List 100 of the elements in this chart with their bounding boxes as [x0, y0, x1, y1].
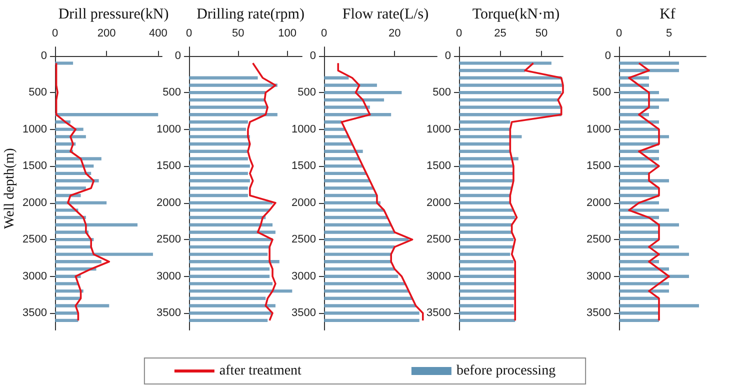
- bar: [189, 179, 250, 182]
- bar: [619, 304, 699, 308]
- bar: [619, 62, 679, 65]
- bar: [459, 201, 510, 204]
- y-tick-label: 1500: [156, 160, 181, 172]
- chart-title: Drilling rate(rpm): [196, 6, 304, 22]
- bar: [189, 164, 250, 168]
- bar: [459, 245, 514, 249]
- bar: [189, 135, 250, 138]
- bar: [459, 194, 510, 198]
- bar: [55, 230, 89, 234]
- bar: [324, 260, 392, 264]
- bar: [619, 274, 689, 278]
- bar: [459, 164, 514, 168]
- y-tick-label: 2500: [426, 234, 451, 246]
- bar: [459, 223, 512, 226]
- bar: [619, 318, 659, 322]
- y-tick-label: 1000: [292, 123, 316, 136]
- bar: [459, 304, 514, 308]
- bar: [459, 252, 510, 256]
- bar: [189, 150, 248, 153]
- bar: [55, 311, 78, 315]
- y-tick-label: 3500: [156, 307, 181, 320]
- bar: [189, 245, 270, 249]
- bar: [619, 311, 659, 315]
- x-tick-label: 0: [320, 28, 328, 40]
- bar: [189, 289, 292, 293]
- bar: [459, 98, 558, 102]
- x-tick-label: 100: [278, 28, 296, 40]
- legend-label: after treatment: [219, 364, 302, 378]
- bar: [55, 179, 99, 182]
- y-tick-label: 0: [604, 50, 611, 62]
- bar: [189, 120, 248, 124]
- bar: [189, 76, 258, 80]
- y-tick-label: 3500: [426, 307, 451, 320]
- bar: [459, 216, 516, 220]
- bar: [189, 230, 276, 234]
- bar: [459, 230, 512, 234]
- y-tick-label: 3000: [292, 270, 316, 282]
- bar: [189, 128, 246, 131]
- bar: [459, 142, 510, 146]
- bar: [619, 98, 669, 102]
- bar: [324, 164, 363, 168]
- bar: [189, 172, 248, 176]
- y-tick-label: 3500: [292, 307, 316, 320]
- bar: [55, 260, 102, 264]
- bar: [189, 223, 273, 226]
- bar: [189, 282, 273, 286]
- bar: [619, 252, 689, 256]
- bar: [619, 296, 659, 300]
- bar: [324, 201, 380, 204]
- y-tick-label: 500: [28, 86, 47, 99]
- bar: [324, 172, 366, 176]
- bar: [619, 208, 669, 212]
- bar: [189, 238, 273, 242]
- bar: [324, 267, 395, 271]
- bar: [459, 68, 526, 72]
- bar: [189, 304, 276, 308]
- bar: [459, 172, 514, 176]
- bar: [459, 128, 510, 131]
- bar: [459, 318, 516, 322]
- y-tick-label: 2500: [586, 234, 611, 246]
- x-tick-label: 400: [148, 28, 168, 40]
- y-tick-label: 2500: [156, 234, 181, 246]
- bar: [619, 238, 659, 242]
- bar: [324, 289, 409, 293]
- x-tick-label: 0: [52, 28, 58, 40]
- bar: [324, 157, 360, 160]
- y-tick-label: 2000: [22, 196, 47, 209]
- bar: [189, 157, 248, 160]
- x-tick-label: 50: [535, 28, 548, 40]
- x-tick-label: 50: [232, 28, 244, 40]
- bar: [459, 120, 510, 124]
- x-tick-label: 200: [97, 28, 116, 40]
- y-tick-label: 3000: [586, 270, 611, 282]
- bar: [189, 194, 248, 198]
- y-tick-label: 500: [298, 86, 316, 99]
- bar: [55, 62, 74, 65]
- bar: [189, 296, 266, 300]
- bar: [55, 113, 158, 116]
- bar: [55, 245, 92, 249]
- bar: [324, 76, 349, 80]
- y-tick-label: 3000: [22, 270, 47, 282]
- bar: [189, 274, 270, 278]
- bar: [324, 194, 377, 198]
- bar: [189, 252, 268, 256]
- bar: [324, 106, 370, 109]
- chart-title: Flow rate(L/s): [342, 6, 429, 22]
- bar: [459, 238, 514, 242]
- y-tick-label: 3000: [426, 270, 451, 282]
- y-tick-label: 1000: [156, 123, 181, 136]
- bar: [189, 260, 280, 264]
- bar: [55, 304, 110, 308]
- bar: [324, 142, 352, 146]
- y-tick-label: 2000: [156, 196, 181, 209]
- bar: [619, 157, 659, 160]
- bar: [459, 135, 522, 138]
- chart-title: Kf: [660, 6, 676, 22]
- y-tick-label: 1500: [426, 160, 451, 172]
- y-tick-label: 1000: [426, 123, 451, 136]
